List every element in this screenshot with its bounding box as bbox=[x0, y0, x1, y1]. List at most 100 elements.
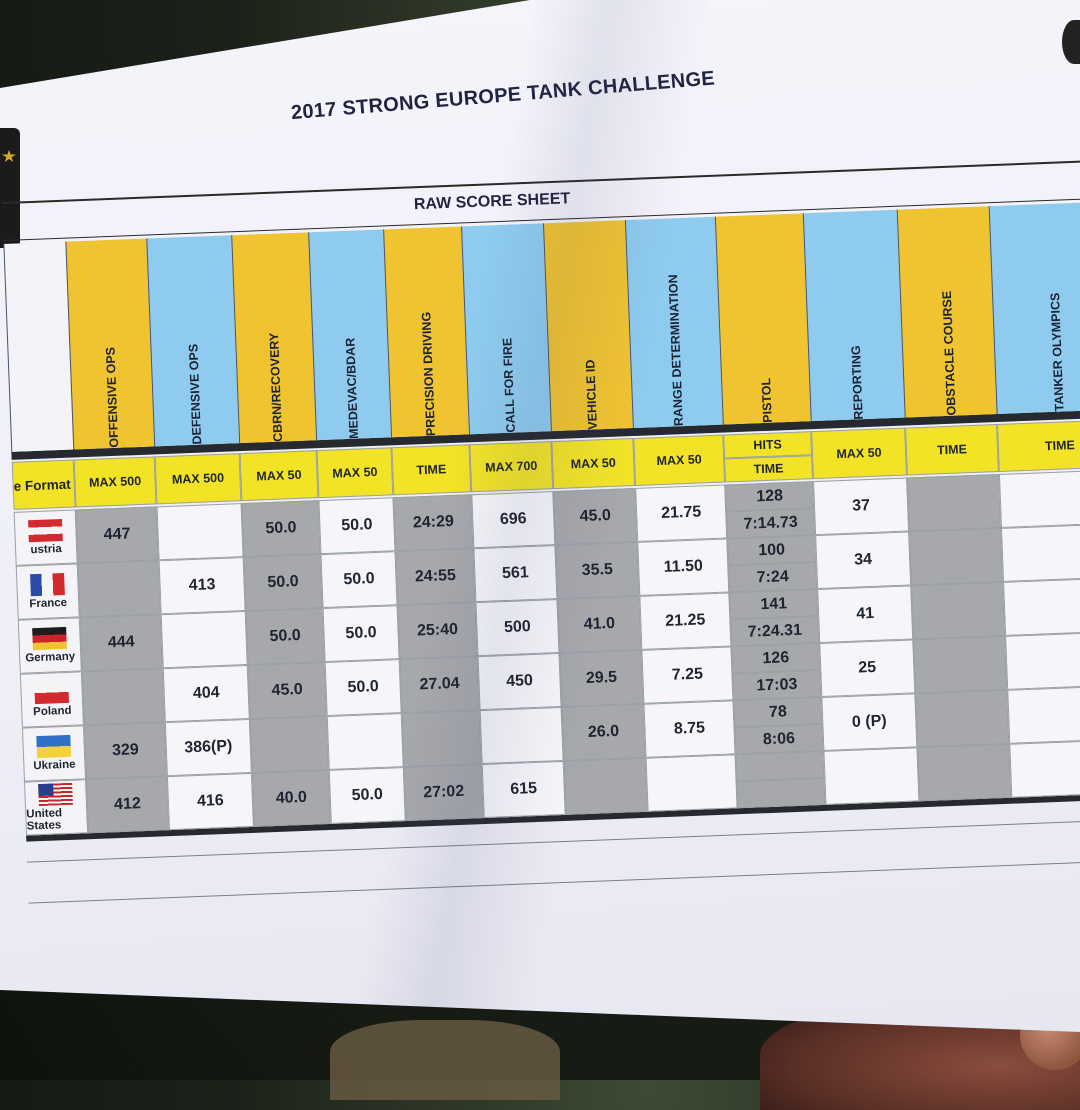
score-cell bbox=[913, 635, 1008, 694]
header-max: MAX 50 bbox=[316, 447, 394, 499]
country-name: United States bbox=[26, 807, 63, 833]
score-cell: 412 bbox=[85, 776, 169, 834]
col-head-reporting: REPORTING bbox=[802, 209, 905, 422]
col-head-label: PRECISION DRIVING bbox=[418, 311, 438, 437]
country-name: France bbox=[29, 596, 68, 611]
col-head-offensive-ops: OFFENSIVE OPS bbox=[65, 238, 155, 450]
corner-logo-icon bbox=[1062, 20, 1080, 64]
country-cell: France bbox=[15, 563, 80, 620]
score-cell: 45.0 bbox=[247, 662, 327, 719]
col-head-defensive-ops: DEFENSIVE OPS bbox=[146, 235, 240, 447]
score-cell: 24:29 bbox=[393, 494, 474, 552]
score-cell bbox=[563, 757, 648, 815]
score-cell: 50.0 bbox=[243, 554, 323, 612]
score-cell: 386(P) bbox=[164, 718, 252, 777]
score-cell: 696 bbox=[471, 491, 556, 549]
country-name: Germany bbox=[25, 650, 76, 665]
country-cell: Ukraine bbox=[21, 725, 86, 782]
score-cell: 45.0 bbox=[553, 487, 638, 546]
score-cell bbox=[156, 503, 244, 561]
sheet-title: 2017 STRONG EUROPE TANK CHALLENGE bbox=[290, 67, 716, 125]
score-cell bbox=[998, 469, 1080, 528]
sheet-subtitle: RAW SCORE SHEET bbox=[413, 190, 571, 214]
score-cell bbox=[401, 710, 482, 768]
score-cell: 50.0 bbox=[241, 500, 321, 558]
score-cell: 50.0 bbox=[320, 551, 398, 609]
col-head-country bbox=[3, 241, 74, 452]
score-cell: 40.0 bbox=[251, 769, 331, 827]
country-cell: Poland bbox=[19, 671, 84, 728]
header-max: TIME bbox=[905, 424, 999, 476]
score-cell: 21.25 bbox=[639, 592, 732, 650]
score-cell: 41 bbox=[817, 585, 914, 644]
score-cell bbox=[1003, 577, 1080, 636]
score-cell: 404 bbox=[162, 664, 250, 723]
header-hits: HITS bbox=[723, 431, 813, 459]
score-cell-hits: 78 bbox=[733, 696, 823, 728]
header-time: TIME bbox=[724, 455, 813, 483]
col-head-vehicle-id: VEHICLE ID bbox=[542, 220, 633, 432]
score-sheet-paper: 2017 STRONG EUROPE TANK CHALLENGE RAW SC… bbox=[0, 0, 1080, 1080]
score-cell: 50.0 bbox=[328, 767, 406, 824]
score-cell-time bbox=[736, 777, 826, 809]
score-cell: 447 bbox=[75, 506, 159, 564]
score-cell bbox=[907, 474, 1002, 532]
score-cell bbox=[823, 747, 920, 805]
score-cell bbox=[81, 668, 165, 726]
header-max: MAX 50 bbox=[239, 450, 319, 502]
score-cell: 50.0 bbox=[245, 608, 325, 665]
col-head-label: OFFENSIVE OPS bbox=[103, 347, 122, 449]
country-name: ustria bbox=[30, 543, 63, 557]
score-cell: 26.0 bbox=[561, 703, 646, 761]
score-cell: 25 bbox=[819, 639, 916, 697]
country-name: Ukraine bbox=[33, 758, 76, 773]
header-max: MAX 500 bbox=[154, 453, 242, 505]
header-max: TIME bbox=[997, 419, 1080, 473]
col-head-label: OBSTACLE COURSE bbox=[939, 290, 959, 417]
col-head-label: CBRN/RECOVERY bbox=[266, 332, 286, 442]
col-head-label: REPORTING bbox=[848, 344, 866, 420]
score-cell: 11.50 bbox=[637, 538, 730, 596]
col-head-label: MEDEVAC/BDAR bbox=[343, 337, 362, 439]
col-head-cbrn-recovery: CBRN/RECOVERY bbox=[231, 232, 317, 444]
france-flag-icon bbox=[30, 572, 65, 597]
score-cell bbox=[249, 715, 329, 773]
col-head-obstacle-course: OBSTACLE COURSE bbox=[896, 206, 997, 418]
poland-flag-icon bbox=[34, 680, 70, 705]
country-cell: Germany bbox=[17, 617, 82, 674]
score-cell bbox=[915, 689, 1010, 748]
score-cell bbox=[1005, 631, 1080, 690]
score-cell: 24:55 bbox=[395, 548, 476, 606]
score-cell: 50.0 bbox=[318, 497, 396, 555]
score-cell-time: 7:14.73 bbox=[726, 508, 816, 539]
score-cell bbox=[326, 713, 404, 770]
country-cell: ustria bbox=[13, 509, 78, 566]
col-head-label: VEHICLE ID bbox=[582, 359, 600, 430]
score-cell bbox=[1009, 739, 1080, 798]
score-cell: 34 bbox=[815, 531, 912, 590]
col-head-label: PISTOL bbox=[758, 377, 775, 424]
score-cell: 500 bbox=[475, 599, 560, 657]
score-cell-time: 17:03 bbox=[732, 670, 822, 701]
score-cell: 21.75 bbox=[635, 484, 728, 542]
score-cell: 50.0 bbox=[324, 659, 402, 716]
score-cell-time: 7:24.31 bbox=[730, 616, 820, 647]
score-cell bbox=[1001, 523, 1080, 582]
score-cell: 329 bbox=[83, 722, 167, 780]
score-cell: 7.25 bbox=[641, 646, 734, 704]
header-max: MAX 700 bbox=[469, 441, 554, 493]
score-cell: 561 bbox=[473, 545, 558, 603]
score-cell bbox=[160, 611, 248, 669]
col-head-range-determination: RANGE DETERMINATION bbox=[624, 216, 723, 429]
score-cell bbox=[645, 754, 738, 812]
col-head-call-for-fire: CALL FOR FIRE bbox=[461, 223, 551, 435]
country-name: Poland bbox=[32, 704, 72, 719]
score-cell: 25:40 bbox=[397, 602, 478, 660]
country-cell: United States bbox=[24, 779, 89, 836]
header-max: MAX 50 bbox=[811, 427, 907, 480]
score-cell bbox=[1007, 685, 1080, 744]
score-cell: 450 bbox=[477, 653, 562, 711]
score-cell-hits: 141 bbox=[729, 589, 819, 620]
col-head-label: CALL FOR FIRE bbox=[499, 337, 518, 433]
background-khaki-leg bbox=[330, 1020, 560, 1100]
